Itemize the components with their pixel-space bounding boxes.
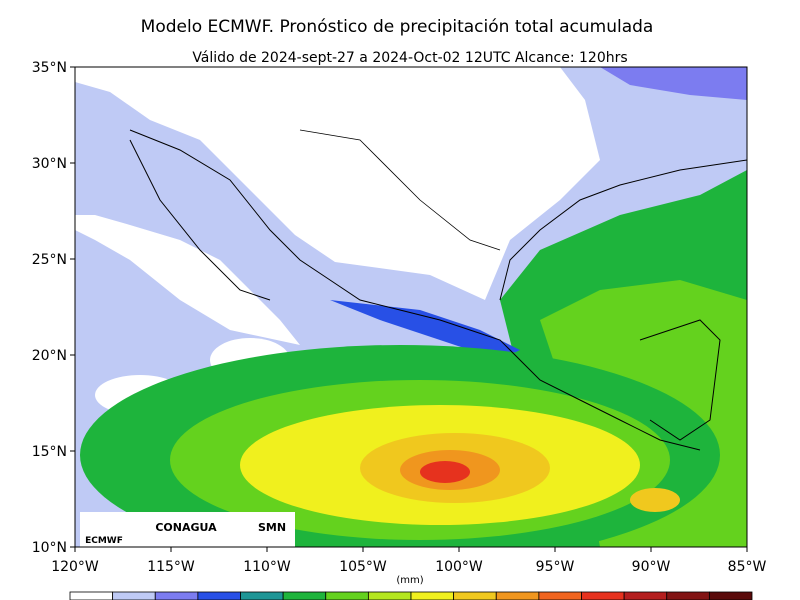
colorbar-swatch (282, 591, 327, 600)
colorbar-swatch (495, 591, 540, 600)
x-tick-label: 95°W (536, 559, 575, 575)
x-tick-label: 115°W (147, 559, 195, 575)
colorbar-swatch (154, 591, 199, 600)
colorbar-label: (mm) (396, 575, 423, 586)
colorbar-swatch (325, 591, 369, 600)
precip-map: ECMWF CONAGUA SMN (75, 67, 747, 547)
y-tick-label: 20°N (32, 348, 67, 364)
y-tick-label: 30°N (32, 156, 67, 172)
colorbar-swatch (581, 591, 625, 600)
colorbar-swatch (708, 591, 753, 600)
logos: ECMWF CONAGUA SMN (80, 512, 295, 547)
colorbar-swatch (240, 591, 284, 600)
title: Modelo ECMWF. Pronóstico de precipitació… (141, 17, 654, 37)
y-tick-label: 25°N (32, 252, 67, 268)
x-tick-label: 120°W (51, 559, 99, 575)
colorbar-swatch (410, 591, 455, 600)
x-tick-label: 90°W (632, 559, 671, 575)
y-tick-label: 15°N (32, 444, 67, 460)
colorbar-swatch (69, 591, 114, 600)
colorbar-swatch (112, 591, 156, 600)
colorbar-swatch (453, 591, 497, 600)
x-tick-label: 110°W (243, 559, 291, 575)
conagua-logo: CONAGUA (155, 521, 217, 534)
y-tick-label: 10°N (32, 540, 67, 556)
x-tick-label: 85°W (728, 559, 767, 575)
y-tick-label: 35°N (32, 60, 67, 76)
colorbar-swatch (538, 591, 582, 600)
plot-frame (74, 66, 748, 548)
colorbar-swatch (367, 591, 412, 600)
x-tick-label: 105°W (339, 559, 387, 575)
colorbar-swatch (197, 591, 241, 600)
colorbar-swatch (623, 591, 668, 600)
x-tick-label: 100°W (435, 559, 483, 575)
subtitle: Válido de 2024-sept-27 a 2024-Oct-02 12U… (192, 50, 627, 66)
ecmwf-logo: ECMWF (85, 536, 123, 546)
colorbar-swatch (666, 591, 710, 600)
smn-logo: SMN (258, 521, 286, 534)
